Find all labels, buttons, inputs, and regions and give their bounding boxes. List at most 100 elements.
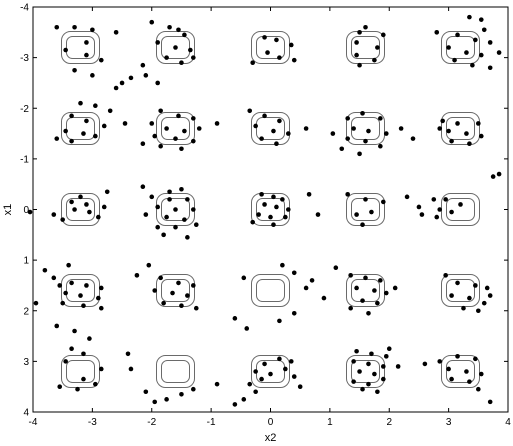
region-outer [441,274,480,307]
region-inner [256,117,285,140]
data-point [288,359,294,364]
data-point [446,45,451,50]
data-point [143,389,149,395]
data-point [247,381,253,387]
x-tick-label: 4 [505,417,511,428]
data-point [386,346,392,352]
data-point [75,386,80,392]
data-point [98,285,104,291]
data-point [481,300,487,306]
data-point [259,376,264,382]
data-point [149,121,155,126]
data-point [487,65,493,71]
region-inner [161,36,190,59]
data-point [481,27,487,33]
y-tick-label: -4 [20,3,29,14]
region-inner [446,279,475,302]
region-inner [66,360,95,383]
data-point [277,356,282,362]
data-point [93,103,98,109]
data-point [455,280,460,286]
region-outer [156,31,195,64]
data-point [113,30,119,35]
data-point [357,151,362,157]
data-point [173,45,178,50]
data-point [101,204,107,210]
data-point [274,37,279,43]
data-point [140,141,146,146]
data-point [372,57,377,63]
data-point [128,366,134,372]
data-point [283,366,288,372]
data-point [122,121,128,126]
y-axis-label: x1 [2,204,14,216]
data-point [93,133,98,139]
data-point [93,381,98,387]
data-point [315,212,321,217]
data-point [467,379,472,384]
region-inner [446,198,475,221]
data-point [297,384,303,389]
data-point [176,280,181,286]
data-point [351,126,356,131]
data-point [372,371,377,377]
data-point [193,222,199,227]
data-point [193,305,199,311]
data-point [107,108,113,114]
y-tick-label: -2 [20,104,29,115]
data-point [455,121,460,126]
data-point [363,138,368,144]
data-point [78,194,83,200]
region-inner [256,36,285,59]
data-point [81,376,86,382]
data-point [173,207,178,212]
data-point [440,118,445,124]
data-point [78,100,83,106]
data-point [437,126,443,131]
region-outer [346,193,385,226]
data-point [69,346,74,352]
region-inner [351,360,380,383]
data-point [143,212,149,217]
region-outer [251,31,290,64]
data-point [383,131,389,136]
data-point [173,136,178,141]
data-point [164,397,169,402]
data-point [357,369,362,374]
data-point [158,108,163,114]
data-point [363,197,368,202]
data-point [369,351,374,357]
data-point [354,40,359,45]
data-point [288,42,294,48]
data-point [496,50,502,55]
data-point [375,300,380,306]
data-point [404,194,410,200]
data-point [90,27,95,33]
data-point [176,27,181,33]
data-point [277,118,282,124]
data-point [140,62,146,68]
data-point [490,174,496,179]
data-point [446,128,451,134]
data-point [366,381,371,387]
y-tick-label: 1 [23,256,29,267]
region-outer [346,31,385,64]
data-point [214,121,220,126]
data-point [191,116,196,121]
data-point [348,273,353,278]
data-point [291,310,297,316]
y-axis-ticks: -4 -3 -2 -1 0 1 2 3 4 [20,3,508,419]
data-point [381,199,386,205]
data-point [140,184,146,190]
data-point [443,197,448,202]
data-point [27,209,33,215]
data-point [464,131,469,136]
data-point [434,30,440,35]
data-point [134,273,140,278]
data-point [372,288,377,293]
data-point [306,192,312,197]
data-point [96,214,101,220]
data-point [259,136,264,141]
data-point [87,209,92,215]
